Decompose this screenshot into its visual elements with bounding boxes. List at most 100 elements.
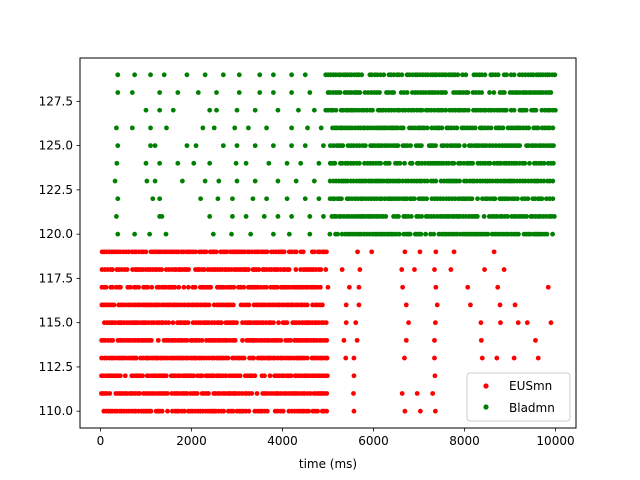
bladmn-spike	[419, 214, 425, 219]
eusmn-spike	[339, 267, 345, 272]
bladmn-spike	[270, 143, 276, 149]
eusmn-spike-marks	[99, 249, 554, 414]
bladmn-spike	[275, 214, 281, 219]
bladmn-spike	[419, 107, 425, 113]
bladmn-spike	[270, 231, 276, 237]
eusmn-spike	[417, 249, 423, 255]
bladmn-spike	[551, 214, 557, 219]
eusmn-spike	[165, 408, 170, 414]
eusmn-spike	[403, 337, 409, 343]
eusmn-spike	[494, 355, 500, 361]
eusmn-spike	[399, 391, 405, 396]
bladmn-spike	[323, 72, 329, 78]
eusmn-spike	[194, 391, 200, 396]
bladmn-spike	[550, 125, 556, 131]
eusmn-spike	[478, 337, 484, 343]
bladmn-spike	[472, 125, 478, 131]
x-axis-label: time (ms)	[299, 457, 357, 471]
eusmn-spike	[501, 267, 507, 272]
eusmn-spike	[498, 320, 503, 326]
x-axis-ticks: 0 2000 4000 6000 8000 10000	[97, 428, 575, 448]
bladmn-spike	[396, 231, 402, 237]
y-tick-label: 127.5	[39, 94, 73, 108]
bladmn-spike	[198, 196, 203, 202]
bladmn-spike	[152, 143, 158, 149]
eusmn-spike	[203, 249, 209, 255]
bladmn-spike	[433, 178, 439, 184]
eusmn-spike	[246, 408, 252, 414]
eusmn-spike	[286, 267, 292, 272]
eusmn-spike	[351, 355, 357, 361]
eusmn-spike	[199, 337, 205, 343]
eusmn-spike	[478, 320, 484, 326]
eusmn-spike	[433, 249, 439, 255]
bladmn-spike-marks	[112, 72, 558, 237]
eusmn-spike	[293, 267, 299, 272]
bladmn-spike	[550, 178, 556, 184]
bladmn-spike	[332, 160, 338, 166]
eusmn-spike	[320, 302, 325, 308]
eusmn-spike	[218, 320, 224, 326]
eusmn-spike	[199, 373, 205, 379]
bladmn-spike	[152, 178, 158, 184]
bladmn-spike	[359, 72, 365, 78]
eusmn-spike	[136, 284, 142, 290]
eusmn-spike	[479, 355, 485, 361]
bladmn-spike	[214, 107, 219, 113]
eusmn-spike	[107, 391, 113, 396]
bladmn-spike	[321, 214, 326, 219]
bladmn-spike	[252, 178, 258, 184]
bladmn-spike	[321, 143, 326, 149]
eusmn-spike	[432, 408, 438, 414]
bladmn-spike	[340, 143, 346, 149]
eusmn-spike	[402, 355, 407, 361]
bladmn-spike	[533, 107, 539, 113]
bladmn-spike	[210, 231, 216, 237]
bladmn-spike	[164, 125, 169, 131]
eusmn-spike	[262, 373, 267, 379]
x-tick-label: 2000	[176, 434, 207, 448]
bladmn-spike	[236, 72, 242, 78]
y-tick-label: 110.0	[39, 404, 73, 418]
bladmn-spike	[148, 125, 153, 131]
bladmn-spike	[424, 196, 430, 202]
bladmn-spike	[443, 107, 449, 113]
bladmn-spike	[175, 160, 181, 166]
eusmn-spike	[343, 320, 349, 326]
bladmn-spike	[234, 178, 240, 184]
eusmn-spike	[264, 408, 270, 414]
eusmn-spike	[208, 284, 214, 290]
y-tick-label: 125.0	[39, 139, 73, 153]
bladmn-spike	[535, 125, 541, 131]
eusmn-spike	[512, 302, 518, 308]
eusmn-spike	[355, 249, 360, 255]
eusmn-spike	[166, 320, 172, 326]
bladmn-spike	[234, 107, 240, 113]
bladmn-spike	[175, 90, 181, 95]
bladmn-spike	[214, 90, 219, 95]
bladmn-spike	[402, 160, 407, 166]
eusmn-spike	[400, 284, 406, 290]
bladmn-spike	[357, 90, 363, 95]
eusmn-spike	[451, 249, 457, 255]
bladmn-spike	[327, 231, 333, 237]
eusmn-spike	[524, 320, 530, 326]
bladmn-spike	[257, 90, 263, 95]
bladmn-spike	[454, 125, 460, 131]
bladmn-spike	[289, 214, 294, 219]
eusmn-spike	[304, 302, 310, 308]
bladmn-spike	[289, 90, 294, 95]
bladmn-spike	[266, 160, 272, 166]
eusmn-spike	[170, 320, 176, 326]
bladmn-spike	[500, 125, 506, 131]
eusmn-spike	[165, 391, 170, 396]
bladmn-spike	[551, 143, 556, 149]
eusmn-spike	[110, 284, 115, 290]
bladmn-spike	[550, 160, 556, 166]
bladmn-spike	[525, 196, 531, 202]
bladmn-spike	[115, 72, 121, 78]
bladmn-spike	[316, 196, 322, 202]
eusmn-spike	[126, 249, 132, 255]
eusmn-spike	[213, 249, 219, 255]
